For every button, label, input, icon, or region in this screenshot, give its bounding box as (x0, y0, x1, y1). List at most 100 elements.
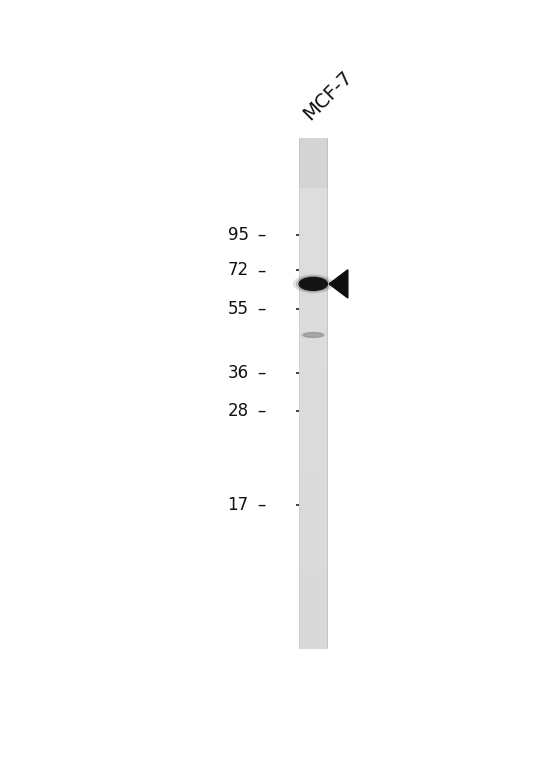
Bar (299, 241, 328, 242)
Bar (299, 506, 328, 507)
Bar (299, 456, 328, 458)
Bar (299, 372, 328, 373)
Bar (299, 579, 328, 581)
Bar (299, 426, 328, 427)
Bar (299, 620, 328, 622)
Bar (299, 412, 328, 414)
Bar (299, 296, 328, 299)
Bar (299, 230, 328, 232)
Bar (299, 140, 328, 142)
Bar (299, 210, 328, 212)
Bar (299, 557, 328, 559)
Bar (299, 346, 328, 347)
Bar (299, 295, 328, 296)
Bar (299, 142, 328, 143)
Bar (299, 625, 328, 626)
Bar (299, 405, 328, 407)
Bar (299, 600, 328, 601)
Bar (299, 285, 328, 287)
Bar (299, 395, 328, 397)
Bar (299, 191, 328, 193)
Bar (299, 550, 328, 552)
Bar (299, 450, 328, 451)
Bar (299, 394, 328, 395)
Bar (299, 219, 328, 220)
Bar (299, 361, 328, 363)
Bar (299, 259, 328, 261)
Bar (299, 441, 328, 443)
Bar (299, 237, 328, 239)
Bar (299, 440, 328, 441)
Bar (299, 608, 328, 610)
Bar (299, 220, 328, 222)
Bar (299, 588, 328, 589)
Bar (299, 589, 328, 591)
Bar (299, 200, 328, 201)
Bar (299, 562, 328, 564)
Bar (299, 305, 328, 307)
Bar (299, 207, 328, 208)
Text: 36: 36 (228, 364, 249, 382)
Bar (299, 642, 328, 644)
Bar (299, 593, 328, 594)
Bar (299, 157, 328, 158)
Bar (299, 324, 328, 325)
Bar (299, 502, 328, 504)
Bar (299, 139, 300, 649)
Bar (299, 629, 328, 630)
Bar (299, 239, 328, 241)
Bar (299, 463, 328, 465)
Bar (299, 354, 328, 356)
Bar (299, 203, 328, 205)
Bar (299, 571, 328, 572)
Text: 55: 55 (228, 299, 249, 318)
Bar (299, 436, 328, 438)
Bar (327, 139, 328, 649)
Bar (299, 169, 328, 171)
Bar (299, 353, 328, 354)
Bar (299, 424, 328, 426)
Bar (299, 327, 328, 329)
Bar (299, 501, 328, 502)
Bar (299, 155, 328, 157)
Bar (299, 356, 328, 358)
Bar (299, 622, 328, 623)
Bar (299, 205, 328, 207)
Bar (299, 329, 328, 331)
Bar (299, 254, 328, 256)
Bar (299, 390, 328, 392)
Bar (299, 431, 328, 433)
Bar (299, 414, 328, 416)
Bar (299, 383, 328, 385)
Bar (299, 376, 328, 378)
Bar (299, 518, 328, 520)
Bar (299, 639, 328, 640)
Bar (299, 309, 328, 310)
Bar (299, 647, 328, 649)
Bar (299, 187, 328, 190)
Bar (299, 603, 328, 604)
Bar (299, 513, 328, 514)
Bar (299, 143, 328, 146)
Bar (299, 527, 328, 528)
Bar (299, 484, 328, 485)
Bar (299, 198, 328, 200)
Bar (299, 523, 328, 524)
Bar (299, 485, 328, 487)
Bar (299, 276, 328, 278)
Bar (299, 251, 328, 252)
Bar (299, 171, 328, 172)
Bar (299, 271, 328, 273)
Bar (299, 244, 328, 245)
Bar (299, 197, 328, 198)
Bar (299, 339, 328, 341)
Bar (299, 492, 328, 494)
Bar (299, 399, 328, 400)
Bar (299, 222, 328, 223)
Bar (299, 582, 328, 584)
Bar (299, 293, 328, 295)
Bar (299, 168, 328, 169)
Bar (299, 511, 328, 513)
Bar (299, 267, 328, 270)
Bar (299, 336, 328, 338)
